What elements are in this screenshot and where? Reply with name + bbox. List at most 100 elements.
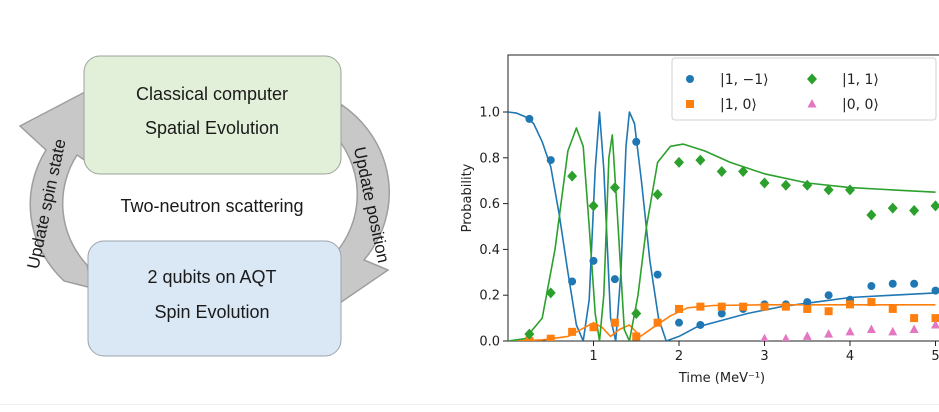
point-series-3-0 bbox=[760, 333, 769, 341]
point-series-2-19 bbox=[930, 200, 939, 212]
point-series-1-12 bbox=[781, 302, 790, 311]
point-series-0-4 bbox=[610, 275, 619, 284]
point-series-3-3 bbox=[824, 329, 834, 338]
point-series-2-13 bbox=[802, 179, 813, 191]
x-tick-label-1: 2 bbox=[675, 349, 683, 364]
y-tick-label-4: 0.8 bbox=[479, 151, 500, 166]
probability-chart: 1 2 3 4 5 0.0 0.2 0.4 0.6 0.8 1.0 Time (MeV⁻¹) Pr… bbox=[460, 54, 939, 386]
point-series-0-5 bbox=[632, 137, 641, 146]
point-series-1-10 bbox=[739, 302, 748, 311]
point-series-0-17 bbox=[888, 279, 897, 288]
legend-label-3: |0, 0⟩ bbox=[842, 97, 879, 113]
point-series-1-18 bbox=[910, 314, 919, 323]
point-series-1-9 bbox=[717, 302, 726, 311]
point-series-1-5 bbox=[632, 332, 641, 341]
point-series-0-9 bbox=[717, 309, 726, 318]
point-series-1-8 bbox=[696, 302, 705, 311]
point-series-2-2 bbox=[567, 170, 578, 182]
point-series-2-10 bbox=[738, 166, 749, 178]
y-tick-label-2: 0.4 bbox=[479, 243, 500, 258]
point-series-3-4 bbox=[845, 326, 855, 336]
point-series-1-11 bbox=[760, 302, 769, 311]
y-tick-label-1: 0.2 bbox=[479, 289, 500, 304]
legend-label-0: |1, −1⟩ bbox=[720, 72, 769, 88]
x-tick-label-0: 1 bbox=[589, 349, 597, 364]
y-axis-label: Probability bbox=[460, 163, 475, 232]
curve-series-2 bbox=[508, 127, 936, 341]
x-tick-label-2: 3 bbox=[760, 349, 768, 364]
left-cycle-arrow bbox=[18, 90, 93, 290]
legend-marker-1 bbox=[686, 100, 694, 108]
x-tick-label-4: 5 bbox=[931, 349, 939, 364]
y-tick-label-3: 0.6 bbox=[479, 197, 500, 212]
classical-computer-box bbox=[83, 55, 342, 175]
top-box-line2: Spatial Evolution bbox=[145, 118, 279, 138]
point-series-1-4 bbox=[610, 318, 619, 327]
qubits-box bbox=[87, 240, 342, 357]
model-curves bbox=[508, 111, 936, 341]
point-series-1-19 bbox=[931, 314, 939, 323]
x-tick-label-3: 4 bbox=[846, 349, 854, 364]
point-series-3-8 bbox=[931, 319, 939, 329]
point-series-3-1 bbox=[782, 333, 790, 341]
legend-label-1: |1, 0⟩ bbox=[720, 97, 757, 113]
point-series-1-13 bbox=[803, 304, 812, 313]
point-series-1-16 bbox=[867, 298, 876, 307]
bottom-divider bbox=[0, 404, 939, 405]
bottom-box-line2: Spin Evolution bbox=[154, 302, 269, 322]
point-series-2-16 bbox=[866, 209, 877, 221]
point-series-0-7 bbox=[675, 318, 683, 327]
point-series-2-6 bbox=[652, 188, 663, 200]
point-series-2-7 bbox=[674, 156, 684, 168]
point-series-2-12 bbox=[780, 179, 791, 191]
point-series-0-1 bbox=[546, 156, 555, 165]
point-series-0-6 bbox=[653, 270, 662, 279]
curve-series-1 bbox=[508, 304, 936, 341]
legend-marker-2 bbox=[807, 73, 817, 85]
point-series-1-15 bbox=[846, 300, 854, 309]
plot-area bbox=[507, 54, 939, 342]
point-series-3-6 bbox=[888, 326, 898, 336]
x-axis-ticks: 1 2 3 4 5 bbox=[589, 341, 939, 364]
point-series-2-17 bbox=[887, 202, 898, 214]
data-markers bbox=[524, 114, 939, 341]
point-series-0-19 bbox=[931, 286, 939, 295]
bottom-box-line1: 2 qubits on AQT bbox=[147, 267, 276, 287]
point-series-2-18 bbox=[909, 204, 920, 216]
point-series-2-15 bbox=[845, 184, 855, 196]
point-series-0-16 bbox=[867, 282, 876, 291]
point-series-1-17 bbox=[888, 304, 897, 313]
point-series-1-6 bbox=[653, 318, 662, 327]
legend: |1, −1⟩ |1, 0⟩ |1, 1⟩ |0, 0⟩ bbox=[671, 57, 937, 121]
legend-label-2: |1, 1⟩ bbox=[842, 72, 879, 88]
point-series-1-7 bbox=[675, 304, 683, 313]
point-series-0-0 bbox=[525, 114, 534, 123]
center-label: Two-neutron scattering bbox=[120, 196, 303, 216]
point-series-0-3 bbox=[589, 256, 598, 265]
point-series-2-0 bbox=[524, 328, 535, 340]
y-tick-label-5: 1.0 bbox=[479, 106, 500, 121]
scattering-cycle-diagram: Classical computer Spatial Evolution 2 q… bbox=[18, 55, 393, 357]
point-series-1-14 bbox=[824, 307, 833, 316]
point-series-3-2 bbox=[802, 331, 812, 340]
point-series-1-3 bbox=[589, 323, 598, 332]
point-series-1-1 bbox=[546, 334, 555, 341]
point-series-3-5 bbox=[866, 324, 876, 334]
point-series-2-5 bbox=[631, 308, 642, 320]
legend-box bbox=[671, 57, 937, 121]
point-series-0-13 bbox=[803, 298, 812, 307]
x-axis-label: Time (MeV⁻¹) bbox=[678, 371, 765, 386]
point-series-2-1 bbox=[545, 287, 556, 299]
y-tick-label-0: 0.0 bbox=[479, 335, 500, 350]
legend-marker-0 bbox=[686, 75, 694, 83]
top-box-line1: Classical computer bbox=[136, 84, 288, 104]
legend-marker-3 bbox=[807, 99, 817, 108]
point-series-3-7 bbox=[909, 324, 919, 334]
point-series-0-2 bbox=[568, 277, 577, 286]
point-series-2-11 bbox=[759, 177, 770, 189]
point-series-0-18 bbox=[910, 279, 919, 288]
point-series-2-9 bbox=[716, 166, 727, 178]
point-series-0-14 bbox=[824, 291, 833, 300]
point-series-2-4 bbox=[609, 182, 620, 194]
point-series-1-2 bbox=[568, 327, 577, 336]
